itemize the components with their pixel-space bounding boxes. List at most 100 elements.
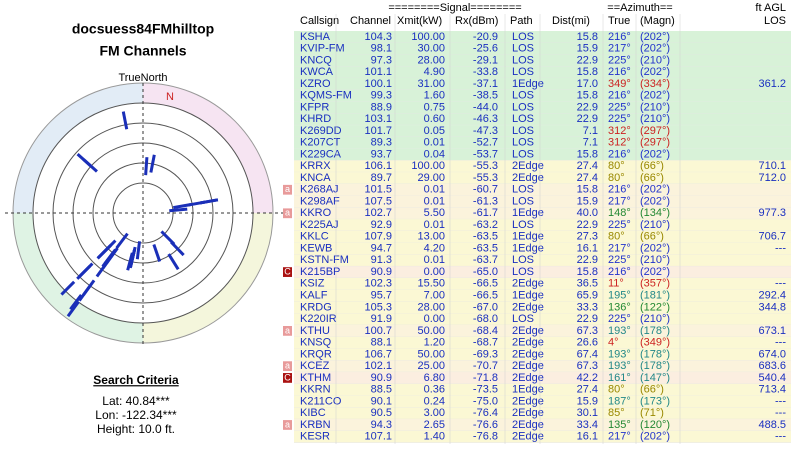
cell: 2Edge (512, 278, 544, 290)
cell: 15.8 (577, 31, 598, 43)
cell: (66°) (640, 384, 664, 396)
cell: -44.0 (473, 101, 498, 113)
row-background (294, 195, 791, 208)
row-background (294, 336, 791, 349)
cell: 4.90 (424, 66, 445, 78)
cell: KALF (300, 290, 328, 302)
cell: 102.1 (364, 360, 392, 372)
cell: KIBC (300, 407, 326, 419)
search-title: Search Criteria (93, 373, 179, 387)
bearing-mark (60, 280, 76, 296)
cell: -52.7 (473, 137, 498, 149)
cell: 101.5 (364, 184, 392, 196)
cell: 102.7 (364, 207, 392, 219)
cell: 3.00 (424, 407, 445, 419)
cell: 0.04 (424, 148, 445, 160)
flag: a (285, 208, 290, 218)
cell: 27.4 (577, 384, 598, 396)
row-background (294, 266, 791, 278)
cell: -67.0 (473, 301, 498, 313)
cell: 22.9 (577, 101, 598, 113)
cell: 2Edge (512, 337, 544, 349)
flag-box (283, 361, 292, 372)
row-background (294, 289, 791, 302)
cell: 673.1 (758, 325, 786, 337)
cell: LOS (512, 125, 534, 137)
cell: 4° (608, 337, 619, 349)
ring-sector (13, 83, 143, 213)
cell: 225° (608, 313, 631, 325)
cell: -63.5 (473, 242, 498, 254)
column-header: True (608, 15, 630, 27)
subtitle: FM Channels (99, 43, 186, 59)
cell: K207CT (300, 137, 341, 149)
cell: -47.3 (473, 125, 498, 137)
cell: 17.0 (577, 78, 598, 90)
cell: 100.1 (364, 78, 392, 90)
cell: 225° (608, 254, 631, 266)
cell: -46.3 (473, 113, 498, 125)
cell: (202°) (640, 31, 670, 43)
cell: -60.7 (473, 184, 498, 196)
cell: 193° (608, 348, 631, 360)
column-header: (Magn) (640, 15, 675, 27)
cell: 0.36 (424, 384, 445, 396)
cell: 89.7 (371, 172, 392, 184)
cell: 2Edge (512, 301, 544, 313)
north-label: N (166, 91, 174, 103)
cell: 216° (608, 66, 631, 78)
cell: 98.1 (371, 43, 392, 55)
cell: (66°) (640, 160, 664, 172)
bearing-mark (152, 243, 162, 262)
cell: 67.3 (577, 360, 598, 372)
compass-label: TrueNorth (118, 72, 167, 84)
cell: 67.3 (577, 325, 598, 337)
bearing-mark (135, 241, 142, 260)
cell: KKRN (300, 384, 331, 396)
cell: -61.3 (473, 195, 498, 207)
bearing-mark (69, 294, 83, 311)
cell: (210°) (640, 219, 670, 231)
cell: 225° (608, 54, 631, 66)
cell: 713.4 (758, 384, 786, 396)
cell: 217° (608, 242, 631, 254)
cell: 1.40 (424, 431, 445, 443)
cell: 30.1 (577, 407, 598, 419)
cell: -70.7 (473, 360, 498, 372)
cell: 2Edge (512, 395, 544, 407)
cell: 101.1 (364, 66, 392, 78)
bearing-mark (149, 154, 156, 173)
flag: a (285, 419, 290, 429)
cell: 97.3 (371, 54, 392, 66)
cell: KKLC (300, 231, 329, 243)
cell: 15.9 (577, 43, 598, 55)
cell: KKRO (300, 207, 332, 219)
row-background (294, 113, 791, 126)
row-background (294, 42, 791, 55)
cell: 2Edge (512, 431, 544, 443)
row-background (294, 395, 791, 408)
cell: --- (775, 242, 786, 254)
cell: -20.9 (473, 31, 498, 43)
cell: -25.6 (473, 43, 498, 55)
bearing-mark (129, 246, 137, 265)
cell: 40.0 (577, 207, 598, 219)
cell: (178°) (640, 348, 670, 360)
cell: LOS (512, 113, 534, 125)
cell: 80° (608, 231, 625, 243)
cell: 0.01 (424, 219, 445, 231)
cell: K269DD (300, 125, 342, 137)
cell: 99.3 (371, 90, 392, 102)
cell: LOS (512, 101, 534, 113)
row-background (294, 301, 791, 314)
cell: -68.0 (473, 313, 498, 325)
cell: 7.1 (583, 125, 598, 137)
cell: 361.2 (758, 78, 786, 90)
cell: --- (775, 395, 786, 407)
row-background (294, 419, 791, 431)
cell: 28.00 (417, 301, 445, 313)
cell: 312° (608, 137, 631, 149)
cell: 7.1 (583, 137, 598, 149)
cell: KCEZ (300, 360, 330, 372)
row-background (294, 89, 791, 102)
